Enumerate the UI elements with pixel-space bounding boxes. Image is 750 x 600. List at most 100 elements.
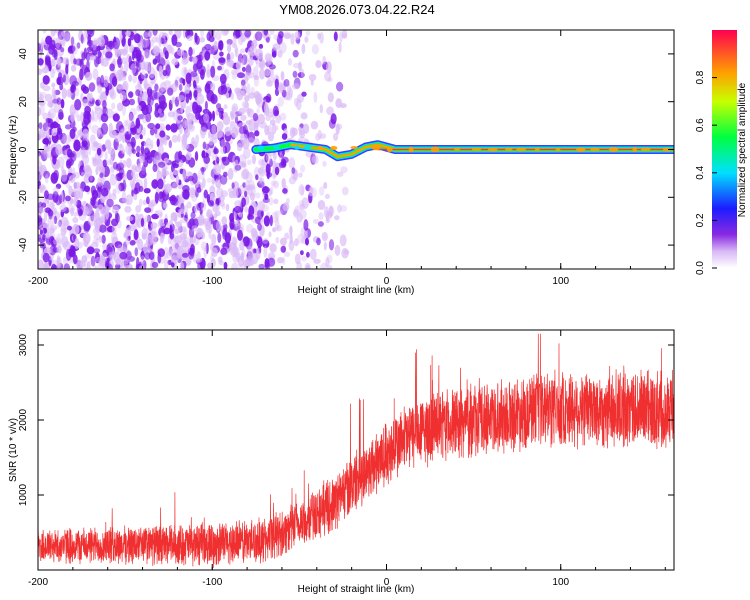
spectrogram-noise-cell [69,198,74,205]
spectrogram-noise-cell [58,219,62,227]
spectrogram-noise-cell [300,112,308,120]
spectrogram-noise-cell [80,147,86,157]
spectrogram-noise-cell [50,58,56,67]
spectrogram-noise-cell [169,194,177,206]
spectrogram-noise-cell [91,44,98,56]
spectrogram-noise-cell [49,225,58,231]
snr-y-tick-label: 1000 [18,483,29,506]
spectrogram-noise-cell [44,261,48,269]
spectrogram-noise-cell [136,145,141,153]
spectrogram-noise-cell [222,227,228,237]
spectrogram-noise-cell [222,145,228,154]
spectrogram-noise-cell [323,182,328,189]
spectrogram-noise-cell [217,232,222,243]
spectrogram-noise-cell [188,46,193,57]
spectrogram-noise-cell [244,190,248,198]
spectrogram-noise-cell [143,141,148,147]
signal-knot [317,146,323,150]
spectrogram-noise-cell [301,91,307,97]
spectrogram-noise-cell [149,39,155,47]
spectrogram-noise-cell [254,130,260,137]
spectrogram-noise-cell [200,122,208,132]
signal-knot [662,147,671,152]
spectrogram-noise-cell [301,43,306,54]
spectrogram-noise-cell [199,126,208,136]
spectrogram-noise-cell [197,261,204,269]
spectrogram-noise-cell [220,64,224,72]
spectrogram-noise-cell [224,126,232,137]
spectrogram-noise-cell [55,37,61,49]
spectrogram-noise-cell [38,42,41,52]
spectrogram-noise-cell [135,89,141,97]
spectrogram-noise-cell [171,58,179,66]
spectrogram-noise-cell [101,234,106,244]
spectrogram-noise-cell [39,206,46,213]
spectrogram-noise-cell [140,144,145,155]
spectrogram-noise-cell [235,30,242,38]
spectrogram-noise-cell [147,81,153,90]
spectrogram-noise-cell [125,228,130,239]
spectrogram-noise-cell [88,82,96,92]
spectrogram-noise-cell [139,92,144,102]
signal-knot [303,145,312,149]
spectrogram-noise-cell [269,214,273,227]
spectrogram-noise-cell [231,127,239,138]
spectrogram-noise-cell [296,213,303,223]
spectrogram-noise-cell [50,263,57,269]
spectrogram-noise-cell [208,200,215,207]
snr-x-label: Height of straight line (km) [298,584,415,595]
spectrogram-noise-cell [162,202,168,209]
spectrogram-noise-cell [338,42,342,53]
signal-knot [488,147,498,152]
spectrogram-noise-cell [90,185,96,195]
spectrogram-noise-cell [119,251,128,260]
spectrogram-noise-cell [251,201,257,208]
spectrogram-noise-cell [274,78,279,90]
spectrogram-noise-cell [122,80,129,92]
spectrogram-noise-cell [103,75,109,88]
spectrogram-noise-cell [326,254,333,264]
spectrogram-noise-cell [251,154,256,165]
spectrogram-noise-cell [95,217,103,227]
spectrogram-noise-cell [93,141,99,147]
spectrogram-noise-cell [145,112,152,123]
spectrogram-noise-cell [109,174,118,186]
spectrogram-noise-cell [139,155,145,164]
spectrogram-noise-cell [216,156,220,164]
spectrogram-noise-cell [203,246,207,258]
spectrogram-noise-cell [265,93,272,103]
spectrogram-noise-cell [97,177,102,187]
spectrogram-noise-cell [140,217,145,227]
spectrogram-noise-cell [207,208,211,219]
spectrogram-noise-cell [170,47,175,56]
snr-x-tick-label: 0 [384,577,390,588]
spectrogram-noise-cell [230,92,234,101]
spectrogram-noise-cell [112,113,120,122]
spectrogram-noise-cell [233,210,237,221]
spectrogram-noise-cell [152,231,158,240]
spectrogram-noise-cell [128,112,134,124]
spectrogram-noise-cell [89,134,96,145]
spectrogram-noise-cell [256,247,260,254]
spectrogram-noise [38,30,350,269]
spectrogram-noise-cell [241,197,247,207]
spectrogram-noise-cell [40,37,45,49]
spectrogram-noise-cell [240,251,244,261]
spectrogram-noise-cell [84,185,91,193]
spectrogram-noise-cell [93,158,101,165]
spectrogram-noise-cell [163,259,169,269]
spectrogram-noise-cell [79,68,84,81]
spectrogram-noise-cell [80,230,88,238]
spectrogram-noise-cell [141,227,148,240]
spectrogram-noise-cell [209,192,216,203]
spectrogram-noise-cell [294,31,301,40]
spectrogram-noise-cell [144,49,152,59]
spectrogram-noise-cell [245,107,253,115]
spectrogram-noise-cell [308,186,314,197]
spectrogram-noise-cell [39,99,46,107]
spectrogram-noise-cell [174,228,180,235]
spectrogram-noise-cell [189,188,196,196]
spectrogram-noise-cell [62,220,70,227]
spectrogram-noise-cell [121,148,126,154]
spectrogram-noise-cell [286,84,292,96]
